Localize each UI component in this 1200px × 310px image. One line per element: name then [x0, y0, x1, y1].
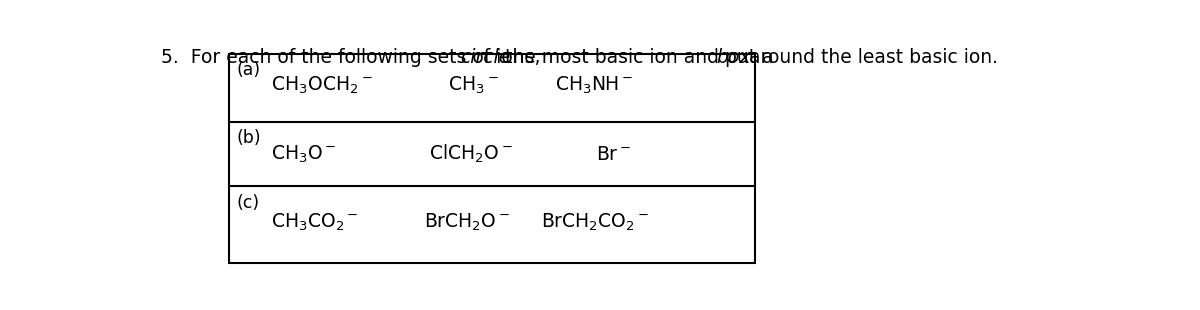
Text: 5.  For each of the following sets of ions,: 5. For each of the following sets of ion…	[161, 48, 547, 67]
Text: CH$_3$OCH$_2$$^-$: CH$_3$OCH$_2$$^-$	[271, 74, 372, 95]
Text: BrCH$_2$O$^-$: BrCH$_2$O$^-$	[425, 211, 510, 233]
Text: BrCH$_2$CO$_2$$^-$: BrCH$_2$CO$_2$$^-$	[540, 211, 649, 233]
Text: around the least basic ion.: around the least basic ion.	[743, 48, 998, 67]
Text: box: box	[716, 48, 751, 67]
Text: (c): (c)	[236, 193, 259, 211]
Text: Br$^-$: Br$^-$	[596, 145, 631, 164]
Text: CH$_3$NH$^-$: CH$_3$NH$^-$	[554, 74, 632, 95]
Text: circle: circle	[460, 48, 510, 67]
Text: CH$_3$CO$_2$$^-$: CH$_3$CO$_2$$^-$	[271, 211, 359, 233]
Text: (b): (b)	[236, 129, 262, 147]
Text: ClCH$_2$O$^-$: ClCH$_2$O$^-$	[430, 143, 512, 165]
Text: (a): (a)	[236, 61, 260, 79]
Text: the most basic ion and put a: the most basic ion and put a	[499, 48, 780, 67]
Text: CH$_3$$^-$: CH$_3$$^-$	[448, 74, 498, 95]
Text: CH$_3$O$^-$: CH$_3$O$^-$	[271, 144, 336, 165]
Bar	[229, 54, 755, 263]
